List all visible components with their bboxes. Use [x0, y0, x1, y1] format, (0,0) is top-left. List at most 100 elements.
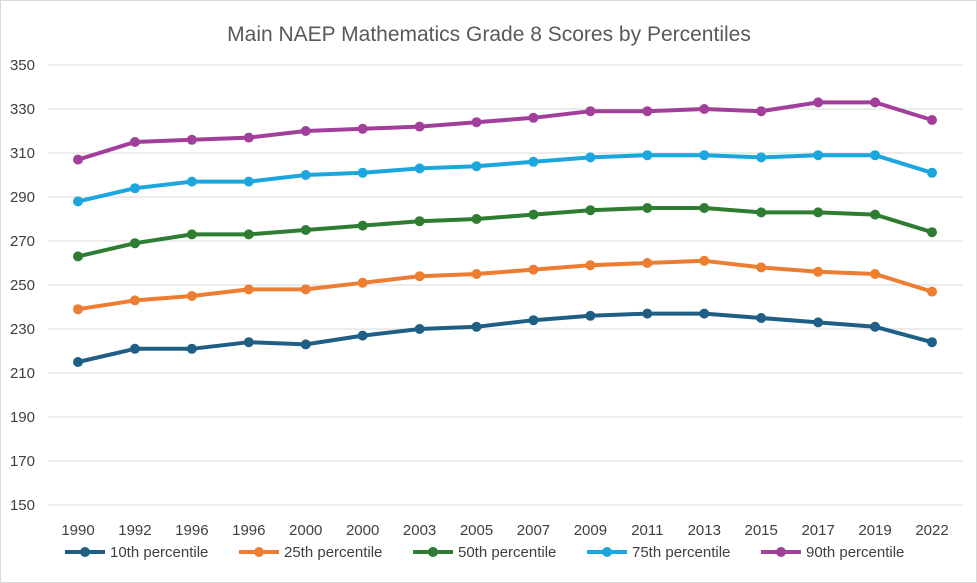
- data-point: [528, 156, 539, 167]
- legend-item: 10th percentile: [65, 544, 208, 561]
- gridlines: [48, 64, 963, 506]
- x-tick-label: 2007: [517, 522, 550, 539]
- series-4: [73, 150, 937, 207]
- series-lines: [73, 97, 937, 367]
- data-point: [186, 229, 197, 240]
- data-point: [585, 205, 596, 216]
- data-point: [585, 106, 596, 117]
- data-point: [813, 266, 824, 277]
- x-tick-label: 2000: [289, 522, 322, 539]
- data-point: [471, 321, 482, 332]
- x-axis-ticks: 1990 1992 1996 1996 2000 2000 2003 2005 2007 2009…: [61, 522, 948, 539]
- series-line: [77, 258, 933, 312]
- series-5: [73, 97, 937, 165]
- data-point: [870, 269, 881, 279]
- data-point: [73, 196, 83, 207]
- data-point: [927, 167, 937, 178]
- data-point: [73, 154, 83, 165]
- data-point: [186, 134, 197, 145]
- data-point: [471, 214, 482, 224]
- data-point: [870, 97, 881, 108]
- data-point: [528, 209, 539, 220]
- data-point: [471, 161, 482, 172]
- data-point: [870, 150, 881, 161]
- data-point: [813, 150, 824, 161]
- legend-item: 75th percentile: [587, 544, 730, 561]
- data-point: [414, 271, 425, 282]
- data-point: [186, 343, 197, 354]
- series-1: [73, 308, 937, 367]
- y-tick-label: 310: [10, 145, 35, 162]
- data-point: [699, 308, 710, 319]
- data-point: [73, 357, 83, 367]
- data-point: [186, 291, 197, 301]
- data-point: [300, 339, 311, 350]
- legend-label: 75th percentile: [632, 544, 730, 561]
- legend-label: 25th percentile: [284, 544, 382, 561]
- x-tick-label: 2019: [858, 522, 891, 539]
- series-line: [77, 153, 933, 204]
- data-point: [699, 203, 710, 213]
- legend-swatch-marker: [254, 547, 264, 557]
- series-line: [77, 311, 933, 364]
- y-tick-label: 350: [10, 57, 35, 74]
- data-point: [357, 277, 368, 288]
- data-point: [699, 104, 710, 114]
- legend: 10th percentile 25th percentile 50th perce…: [65, 544, 904, 561]
- data-point: [243, 337, 254, 348]
- data-point: [73, 251, 83, 262]
- y-tick-label: 170: [10, 453, 35, 470]
- y-axis-ticks: 150 170 190 210 230 250 270 290 310 330 350: [10, 57, 35, 514]
- data-point: [357, 220, 368, 231]
- data-point: [528, 112, 539, 123]
- x-tick-label: 2000: [346, 522, 379, 539]
- series-line: [77, 100, 933, 162]
- data-point: [414, 216, 425, 227]
- x-tick-label: 2003: [403, 522, 436, 539]
- data-point: [300, 170, 311, 180]
- data-point: [642, 106, 653, 117]
- data-point: [528, 315, 539, 326]
- data-point: [243, 176, 254, 187]
- x-tick-label: 2013: [688, 522, 721, 539]
- data-point: [699, 150, 710, 161]
- data-point: [813, 207, 824, 218]
- legend-label: 10th percentile: [110, 544, 208, 561]
- data-point: [129, 295, 140, 306]
- data-point: [870, 209, 881, 220]
- x-tick-label: 2009: [574, 522, 607, 539]
- data-point: [699, 255, 710, 266]
- series-3: [73, 203, 937, 262]
- legend-swatch-marker: [428, 547, 438, 557]
- data-point: [471, 269, 482, 279]
- series-line: [77, 206, 933, 259]
- data-point: [300, 126, 311, 136]
- y-tick-label: 290: [10, 189, 35, 206]
- y-tick-label: 230: [10, 321, 35, 338]
- x-tick-label: 2011: [631, 522, 663, 539]
- data-point: [73, 304, 83, 315]
- data-point: [129, 238, 140, 249]
- data-point: [414, 163, 425, 174]
- x-tick-label: 2005: [460, 522, 493, 539]
- data-point: [756, 262, 767, 273]
- data-point: [357, 167, 368, 178]
- data-point: [357, 123, 368, 134]
- x-tick-label: 2015: [745, 522, 778, 539]
- y-tick-label: 250: [10, 277, 35, 294]
- data-point: [300, 284, 311, 295]
- legend-item: 25th percentile: [239, 544, 382, 561]
- data-point: [642, 258, 653, 268]
- legend-label: 50th percentile: [458, 544, 556, 561]
- x-tick-label: 1992: [118, 522, 151, 539]
- data-point: [927, 337, 937, 348]
- data-point: [756, 207, 767, 218]
- y-tick-label: 210: [10, 365, 35, 382]
- y-tick-label: 270: [10, 233, 35, 250]
- y-tick-label: 150: [10, 497, 35, 514]
- data-point: [870, 321, 881, 332]
- data-point: [357, 330, 368, 341]
- data-point: [642, 308, 653, 319]
